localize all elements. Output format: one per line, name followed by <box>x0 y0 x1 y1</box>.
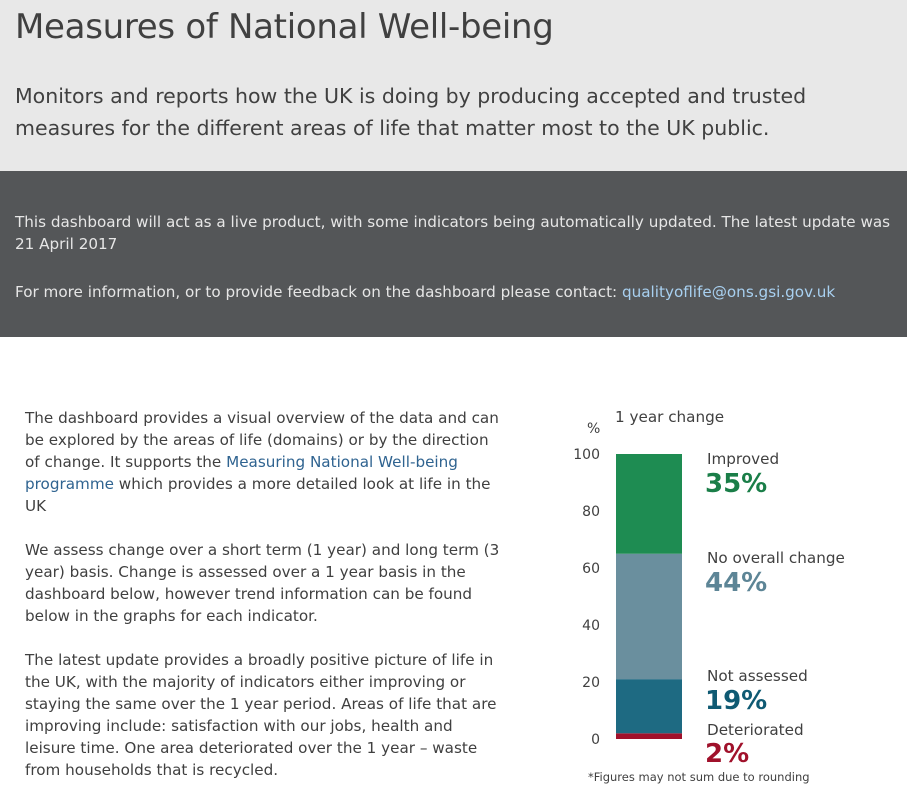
intro-paragraph-2: We assess change over a short term (1 ye… <box>25 541 500 625</box>
page-title: Measures of National Well-being <box>15 7 554 47</box>
intro-paragraph-3: The latest update provides a broadly pos… <box>25 651 497 779</box>
bar-segment-no-overall-change <box>616 553 682 680</box>
intro-paragraph-1: The dashboard provides a visual overview… <box>25 407 503 517</box>
y-tick-label: 40 <box>582 618 600 634</box>
value-label-improved: 35% <box>705 469 767 499</box>
page-header: Measures of National Well-being Monitors… <box>0 0 907 171</box>
y-tick-label: 0 <box>591 732 600 748</box>
intro-text: The dashboard provides a visual overview… <box>25 407 503 803</box>
bar-segment-deteriorated <box>616 733 682 739</box>
legend-label-not-assessed: Not assessed <box>707 667 808 685</box>
contact-email-link[interactable]: qualityoflife@ons.gsi.gov.uk <box>621 283 836 301</box>
chart-footnote: *Figures may not sum due to rounding <box>588 770 810 784</box>
value-label-no-overall-change: 44% <box>705 568 767 598</box>
chart-title: 1 year change <box>615 408 724 426</box>
page-subtitle: Monitors and reports how the UK is doing… <box>15 84 807 140</box>
legend-label-no-overall-change: No overall change <box>707 549 845 567</box>
contact-text: For more information, or to provide feed… <box>15 281 895 303</box>
update-notice-banner: This dashboard will act as a live produc… <box>0 171 907 337</box>
y-tick-label: 100 <box>573 447 600 463</box>
value-label-deteriorated: 2% <box>705 739 749 765</box>
y-axis-label: % <box>587 421 600 437</box>
y-tick-label: 80 <box>582 504 600 520</box>
intro-p1-text: The dashboard provides a visual overview… <box>25 409 499 471</box>
one-year-change-chart: 1 year change% 0 20 40 60 80 100 Deteriorated 2%… <box>570 400 900 788</box>
intro-p1-tail: which provides a more detailed look at l… <box>25 475 491 515</box>
programme-link[interactable]: Measuring National Well-being programme <box>25 453 458 493</box>
update-text: This dashboard will act as a live produc… <box>15 213 891 253</box>
bar-segment-not-assessed <box>616 679 682 734</box>
y-tick-label: 20 <box>582 675 600 691</box>
bar-segment-improved <box>616 454 682 554</box>
chart-canvas: 1 year change% 0 20 40 60 80 100 Deteriorated2%… <box>573 408 845 765</box>
contact-label: For more information, or to provide feed… <box>15 283 622 301</box>
value-label-not-assessed: 19% <box>705 686 767 716</box>
y-tick-label: 60 <box>582 561 600 577</box>
legend-label-improved: Improved <box>707 450 779 468</box>
legend-label-deteriorated: Deteriorated <box>707 721 804 739</box>
